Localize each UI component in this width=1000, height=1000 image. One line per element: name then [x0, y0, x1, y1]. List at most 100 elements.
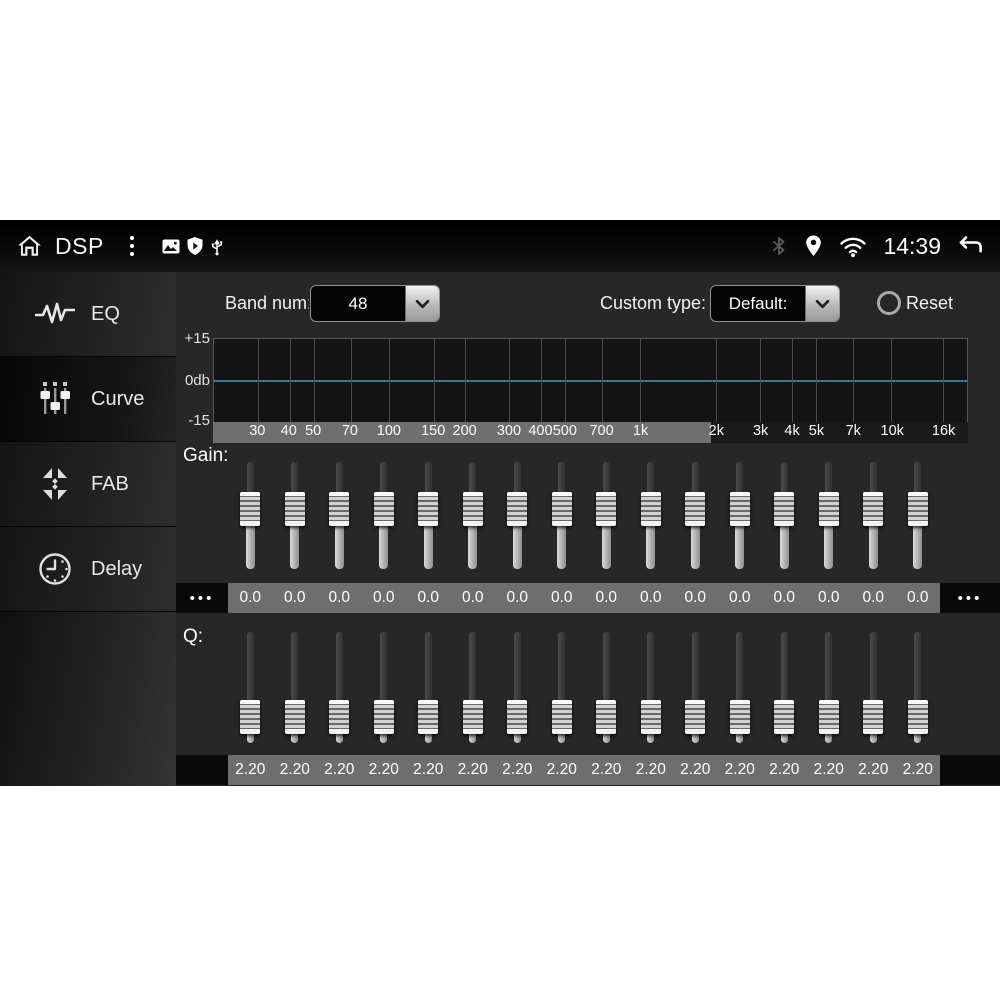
slider-thumb[interactable] [818, 700, 839, 734]
q-slider[interactable] [495, 630, 540, 744]
gain-slider[interactable] [762, 460, 807, 572]
reset-radio[interactable] [877, 291, 901, 315]
q-slider[interactable] [807, 630, 852, 744]
gain-value: 0.0 [906, 589, 929, 606]
slider-thumb[interactable] [284, 492, 305, 526]
gain-slider[interactable] [584, 460, 629, 572]
slider-thumb[interactable] [507, 492, 528, 526]
back-icon[interactable] [957, 235, 984, 258]
gain-slider[interactable] [317, 460, 362, 572]
q-slider[interactable] [228, 630, 273, 744]
freq-tick-label: 7k [845, 423, 861, 439]
gain-slider[interactable] [807, 460, 852, 572]
slider-thumb[interactable] [240, 492, 261, 526]
slider-track-upper [914, 632, 922, 703]
q-slider[interactable] [718, 630, 763, 744]
sidebar-item-curve[interactable]: Curve [0, 357, 176, 442]
slider-thumb[interactable] [596, 700, 617, 734]
slider-thumb[interactable] [240, 700, 261, 734]
gain-slider[interactable] [362, 460, 407, 572]
custom-type-value: Default: [728, 293, 788, 313]
slider-track-lower [601, 526, 611, 569]
slider-thumb[interactable] [462, 492, 483, 526]
q-slider[interactable] [851, 630, 896, 744]
q-value: 2.20 [769, 761, 800, 778]
chevron-down-icon[interactable] [805, 286, 839, 321]
slider-thumb[interactable] [907, 492, 928, 526]
more-bands-left-indicator[interactable]: ••• [176, 583, 228, 613]
q-slider[interactable] [406, 630, 451, 744]
gain-slider[interactable] [851, 460, 896, 572]
gain-slider[interactable] [896, 460, 941, 572]
slider-thumb[interactable] [373, 700, 394, 734]
q-slider[interactable] [673, 630, 718, 744]
q-slider[interactable] [584, 630, 629, 744]
freq-tick-label: 100 [376, 423, 402, 439]
slider-thumb[interactable] [640, 700, 661, 734]
q-slider[interactable] [762, 630, 807, 744]
slider-track-lower [557, 526, 567, 569]
bluetooth-icon [770, 234, 788, 258]
slider-thumb[interactable] [329, 492, 350, 526]
gridline [564, 339, 566, 422]
slider-thumb[interactable] [774, 492, 795, 526]
home-icon[interactable] [16, 233, 43, 259]
scroll-indicator [213, 422, 712, 443]
slider-thumb[interactable] [329, 700, 350, 734]
slider-thumb[interactable] [418, 492, 439, 526]
q-slider[interactable] [629, 630, 674, 744]
slider-thumb[interactable] [685, 492, 706, 526]
gain-slider[interactable] [673, 460, 718, 572]
gain-slider[interactable] [451, 460, 496, 572]
slider-track-upper [825, 632, 833, 703]
sidebar-item-eq[interactable]: EQ [0, 272, 176, 357]
q-slider[interactable] [540, 630, 585, 744]
q-slider[interactable] [273, 630, 318, 744]
slider-thumb[interactable] [418, 700, 439, 734]
slider-thumb[interactable] [729, 700, 750, 734]
slider-thumb[interactable] [640, 492, 661, 526]
slider-thumb[interactable] [863, 492, 884, 526]
slider-thumb[interactable] [863, 700, 884, 734]
slider-track-upper [736, 462, 744, 495]
gain-slider[interactable] [273, 460, 318, 572]
gain-slider[interactable] [228, 460, 273, 572]
custom-type-dropdown[interactable]: Default: [710, 285, 840, 322]
slider-track-upper [246, 632, 254, 703]
overflow-menu-icon[interactable] [126, 232, 138, 260]
slider-thumb[interactable] [284, 700, 305, 734]
slider-track-lower [736, 734, 744, 743]
slider-thumb[interactable] [507, 700, 528, 734]
slider-thumb[interactable] [685, 700, 706, 734]
gain-slider[interactable] [495, 460, 540, 572]
more-bands-right-indicator[interactable]: ••• [940, 583, 1000, 613]
slider-thumb[interactable] [462, 700, 483, 734]
sidebar-item-fab[interactable]: FAB [0, 442, 176, 527]
q-slider[interactable] [362, 630, 407, 744]
gain-slider[interactable] [629, 460, 674, 572]
freq-tick-label: 500 [552, 423, 577, 439]
slider-thumb[interactable] [907, 700, 928, 734]
q-slider[interactable] [896, 630, 941, 744]
q-slider[interactable] [317, 630, 362, 744]
gain-value: 0.0 [862, 589, 885, 606]
band-num-dropdown[interactable]: 48 [310, 285, 440, 322]
slider-track-lower [246, 734, 254, 743]
sidebar-item-delay[interactable]: Delay [0, 527, 176, 612]
gain-slider[interactable] [540, 460, 585, 572]
q-slider[interactable] [451, 630, 496, 744]
slider-track-lower [558, 734, 566, 743]
slider-thumb[interactable] [774, 700, 795, 734]
slider-thumb[interactable] [596, 492, 617, 526]
slider-thumb[interactable] [551, 700, 572, 734]
slider-thumb[interactable] [729, 492, 750, 526]
slider-thumb[interactable] [551, 492, 572, 526]
slider-thumb[interactable] [818, 492, 839, 526]
band-num-value: 48 [348, 293, 368, 313]
gain-slider[interactable] [406, 460, 451, 572]
chevron-down-icon[interactable] [405, 286, 439, 321]
freq-tick-label: 30 [249, 423, 266, 439]
gain-value: 0.0 [461, 589, 484, 606]
gain-slider[interactable] [718, 460, 763, 572]
slider-thumb[interactable] [373, 492, 394, 526]
